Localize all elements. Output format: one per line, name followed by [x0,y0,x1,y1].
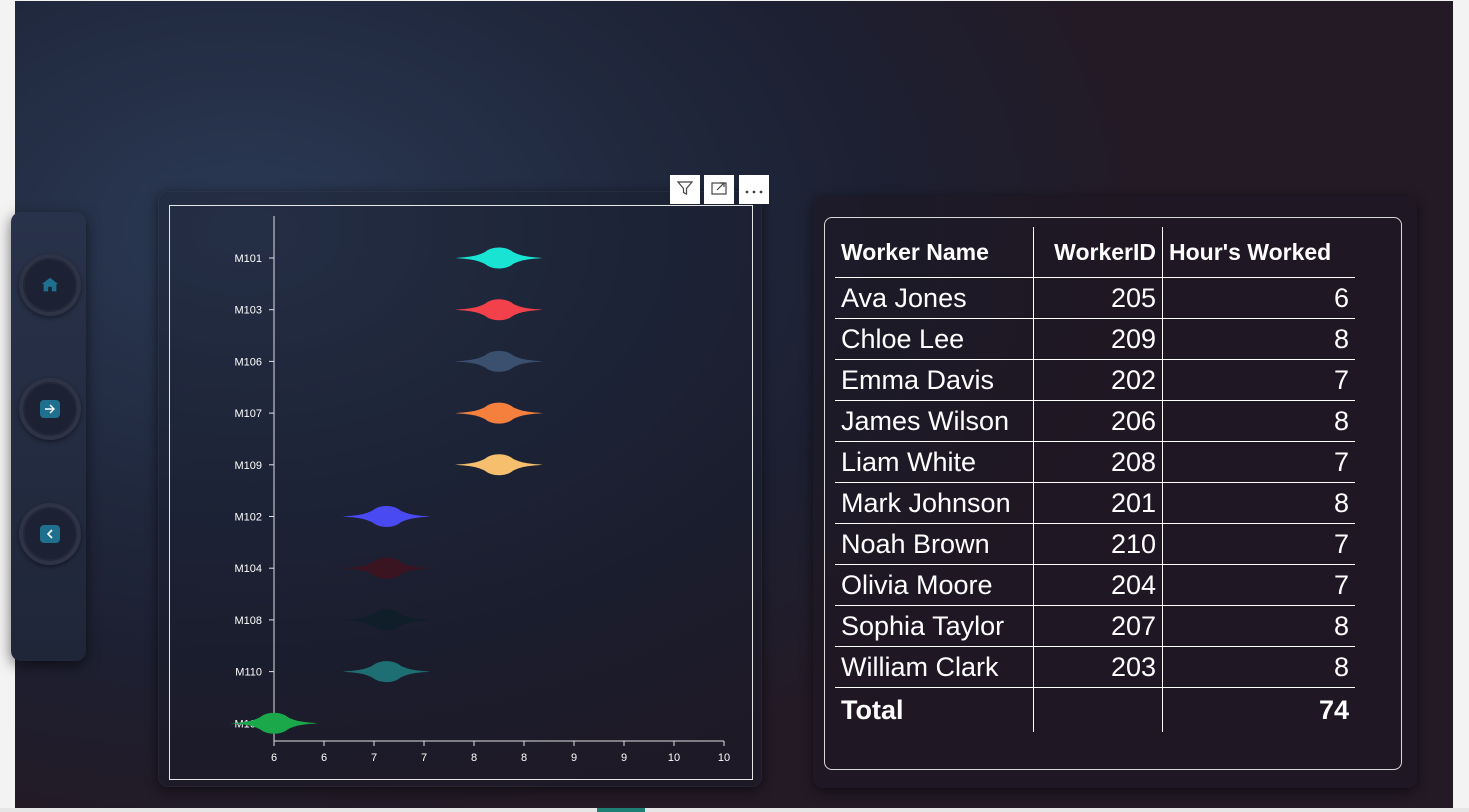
y-tick-label: M108 [234,615,262,627]
violin-shape-m109[interactable] [455,454,543,476]
total-hours-worked: 74 [1318,694,1349,725]
cell-hours-worked: 8 [1162,318,1355,360]
table-row[interactable]: Chloe Lee 209 8 [835,318,1355,360]
cell-hours-worked: 8 [1162,400,1355,442]
violin-shape-m110[interactable] [342,661,431,683]
home-icon [40,276,60,294]
page-tabs-bar [0,808,1469,812]
x-tick-label: 9 [621,752,627,764]
violin-chart: M101M103M106M107M109M102M104M108M110M105… [230,216,730,764]
cell-worker-name: Ava Jones [835,277,1034,319]
filter-button[interactable] [670,175,700,204]
violin-chart-visual[interactable]: M101M103M106M107M109M102M104M108M110M105… [169,205,753,780]
table-row[interactable]: Liam White 208 7 [835,441,1355,483]
total-worker-id [1033,687,1163,732]
x-tick-label: 6 [271,752,277,764]
x-tick-label: 7 [421,752,427,764]
y-tick-label: M101 [234,253,262,265]
column-header-hours-worked[interactable]: Hour's Worked [1169,238,1332,265]
total-label: Total [835,687,1034,732]
x-tick-label: 6 [321,752,327,764]
next-page-button[interactable] [19,378,81,440]
more-options-button[interactable] [739,175,769,204]
arrow-right-icon [40,400,60,418]
violin-shape-m106[interactable] [455,350,543,372]
cell-worker-id: 208 [1033,441,1163,483]
cell-worker-id: 201 [1033,482,1163,524]
x-tick-label: 9 [571,752,577,764]
violin-shape-m102[interactable] [342,506,431,527]
cell-worker-name: Mark Johnson [835,482,1034,524]
column-header-worker-id[interactable]: WorkerID [1033,227,1163,278]
y-tick-label: M109 [234,460,262,472]
y-tick-label: M103 [234,305,262,317]
cell-worker-id: 210 [1033,523,1163,565]
violin-shape-m108[interactable] [342,609,431,631]
filter-icon [675,178,695,202]
chevron-left-icon [40,525,60,543]
y-tick-label: M107 [234,408,262,420]
focus-mode-button[interactable] [704,175,734,204]
column-header-worker-name[interactable]: Worker Name [835,227,1034,278]
back-button[interactable] [19,503,81,565]
table-header-row: Worker Name WorkerID Hour's Worked [835,227,1355,278]
worker-hours-table: Worker Name WorkerID Hour's Worked Ava J… [835,227,1355,732]
x-tick-label: 8 [471,752,477,764]
table-row[interactable]: James Wilson 206 8 [835,400,1355,442]
cell-hours-worked: 7 [1162,359,1355,401]
x-tick-label: 10 [668,752,680,764]
navigation-panel [11,212,86,661]
home-button[interactable] [19,254,81,316]
cell-worker-name: James Wilson [835,400,1034,442]
table-row[interactable]: William Clark 203 8 [835,646,1355,688]
cell-worker-name: Sophia Taylor [835,605,1034,647]
table-visual[interactable] [824,217,1402,770]
y-tick-label: M110 [235,667,262,679]
table-body: Ava Jones 205 6 Chloe Lee 209 8 Emma Davis 202 7… [835,277,1355,732]
y-tick-label: M106 [234,356,262,368]
table-row[interactable]: Olivia Moore 204 7 [835,564,1355,606]
cell-worker-id: 209 [1033,318,1163,360]
cell-hours-worked: 8 [1162,482,1355,524]
violin-chart-card [158,191,762,787]
table-row[interactable]: Ava Jones 205 6 [835,277,1355,319]
table-row[interactable]: Sophia Taylor 207 8 [835,605,1355,647]
table-row[interactable]: Mark Johnson 201 8 [835,482,1355,524]
cell-worker-id: 206 [1033,400,1163,442]
cell-worker-id: 203 [1033,646,1163,688]
table-row[interactable]: Noah Brown 210 7 [835,523,1355,565]
cell-worker-id: 202 [1033,359,1163,401]
cell-worker-name: Emma Davis [835,359,1034,401]
cell-worker-name: Liam White [835,441,1034,483]
violin-shape-m104[interactable] [342,557,431,579]
cell-hours-worked: 8 [1162,605,1355,647]
y-tick-label: M104 [234,563,262,575]
cell-worker-id: 204 [1033,564,1163,606]
cell-worker-name: Noah Brown [835,523,1034,565]
x-tick-label: 8 [521,752,527,764]
violin-shape-m107[interactable] [455,402,543,424]
cell-hours-worked: 7 [1162,441,1355,483]
cell-worker-id: 205 [1033,277,1163,319]
violin-shape-m103[interactable] [455,299,543,321]
y-tick-label: M102 [234,512,262,524]
focus-mode-icon [709,178,729,202]
cell-hours-worked: 7 [1162,564,1355,606]
cell-hours-worked: 8 [1162,646,1355,688]
cell-worker-name: William Clark [835,646,1034,688]
table-row[interactable]: Emma Davis 202 7 [835,359,1355,401]
cell-hours-worked: 6 [1162,277,1355,319]
violin-shape-m105[interactable] [230,712,318,734]
cell-hours-worked: 7 [1162,523,1355,565]
violin-shape-m101[interactable] [455,247,543,269]
active-page-tab[interactable] [597,808,645,812]
x-tick-label: 7 [371,752,377,764]
cell-worker-name: Chloe Lee [835,318,1034,360]
x-tick-label: 10 [718,752,730,764]
more-options-icon [743,180,765,199]
cell-worker-name: Olivia Moore [835,564,1034,606]
cell-worker-id: 207 [1033,605,1163,647]
table-total-row: Total 74 [835,687,1355,732]
